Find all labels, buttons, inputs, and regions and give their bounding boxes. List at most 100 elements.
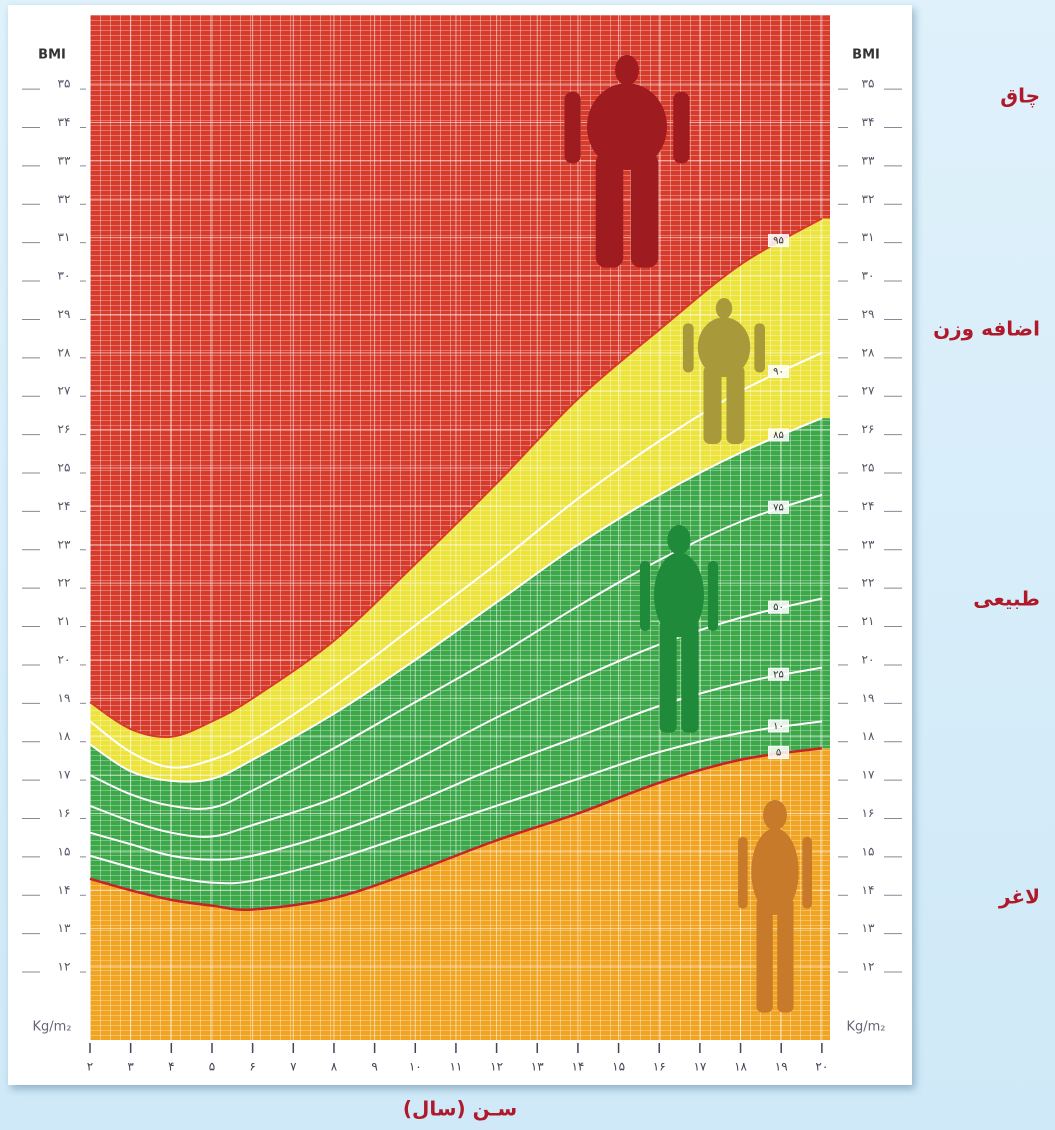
x-tick-label: ۷: [290, 1060, 297, 1074]
y-tick-label: ۳۵: [862, 77, 875, 91]
y-tick-label: ۳۲: [862, 192, 875, 206]
y-tick-label: ۳۰: [58, 269, 71, 283]
x-tick-label: ۹: [371, 1060, 377, 1074]
y-tick-label: ۱۶: [862, 806, 875, 820]
y-tick-label: ۱۹: [862, 691, 875, 705]
y-tick-label: ۲۹: [862, 307, 875, 321]
y-tick-label: ۱۴: [862, 883, 875, 897]
grid-texture: [90, 15, 830, 1040]
silhouette-leg: [596, 153, 624, 268]
unit-label: Kg/m₂: [32, 1020, 71, 1035]
silhouette-leg: [757, 898, 773, 1013]
percentile-label: ۱۰: [773, 721, 784, 732]
silhouette-head: [763, 800, 787, 830]
zone-label: لاغر: [998, 885, 1040, 909]
y-tick-label: ۱۳: [862, 921, 875, 935]
y-tick-label: ۲۷: [862, 384, 875, 398]
percentile-label: ۸۵: [773, 430, 784, 441]
y-tick-label: ۳۵: [58, 77, 71, 91]
x-tick-label: ۱۰: [409, 1060, 422, 1074]
silhouette-head: [667, 525, 690, 555]
y-tick-label: ۲۶: [862, 422, 875, 436]
x-tick-label: ۸: [331, 1060, 338, 1074]
x-tick-label: ۵: [209, 1060, 215, 1074]
silhouette-arm: [683, 323, 694, 372]
y-tick-label: ۱۴: [58, 883, 71, 897]
y-tick-label: ۲۶: [58, 422, 71, 436]
y-tick-label: ۱۷: [58, 768, 71, 782]
x-tick-label: ۱۸: [734, 1060, 747, 1074]
unit-label: Kg/m₂: [846, 1020, 885, 1035]
x-tick-label: ۱۱: [449, 1060, 462, 1074]
y-tick-label: ۱۸: [58, 729, 71, 743]
y-tick-label: ۲۲: [58, 576, 71, 590]
x-tick-label: ۱۶: [653, 1060, 666, 1074]
silhouette-leg: [777, 898, 793, 1013]
x-axis-title: سـن (سال): [403, 1097, 517, 1121]
silhouette-arm: [708, 561, 718, 631]
y-tick-label: ۱۳: [58, 921, 71, 935]
x-tick-label: ۲: [87, 1060, 93, 1074]
y-tick-label: ۳۰: [862, 269, 875, 283]
y-tick-label: ۱۷: [862, 768, 875, 782]
silhouette-leg: [660, 620, 677, 732]
silhouette-head: [716, 298, 732, 319]
x-tick-label: ۱۴: [571, 1060, 584, 1074]
x-tick-label: ۳: [127, 1060, 134, 1074]
silhouette-leg: [704, 365, 722, 444]
y-tick-label: ۱۹: [58, 691, 71, 705]
y-tick-label: ۱۵: [862, 844, 875, 858]
y-tick-label: ۲۴: [58, 499, 71, 513]
y-tick-label: ۳۳: [862, 153, 875, 167]
chart: ۲۳۴۵۶۷۸۹۱۰۱۱۱۲۱۳۱۴۱۵۱۶۱۷۱۸۱۹۲۰۱۲۱۲۱۳۱۳۱۴…: [0, 0, 1055, 1130]
y-tick-label: ۱۵: [58, 844, 71, 858]
silhouette-arm: [640, 561, 650, 631]
y-tick-label: ۲۲: [862, 576, 875, 590]
y-tick-label: ۱۲: [862, 960, 875, 974]
x-tick-label: ۲۰: [815, 1060, 828, 1074]
zone-label: چاق: [1000, 84, 1040, 109]
y-tick-label: ۱۲: [58, 960, 71, 974]
y-tick-label: ۲۰: [58, 652, 71, 666]
y-tick-label: ۲۱: [862, 614, 875, 628]
percentile-label: ۹۵: [773, 236, 784, 247]
y-tick-label: ۲۸: [58, 345, 71, 359]
y-axis-label: BMI: [852, 48, 880, 63]
x-tick-label: ۶: [249, 1060, 255, 1074]
y-tick-label: ۲۹: [58, 307, 71, 321]
percentile-label: ۷۵: [773, 502, 784, 513]
y-tick-label: ۲۱: [58, 614, 71, 628]
y-tick-label: ۱۶: [58, 806, 71, 820]
x-tick-label: ۱۲: [490, 1060, 503, 1074]
y-tick-label: ۲۵: [58, 460, 71, 474]
x-tick-label: ۴: [168, 1060, 174, 1074]
x-tick-label: ۱۹: [775, 1060, 788, 1074]
silhouette-head: [615, 55, 639, 85]
y-tick-label: ۲۳: [58, 537, 71, 551]
y-tick-label: ۳۴: [862, 115, 875, 129]
y-tick-label: ۲۷: [58, 384, 71, 398]
y-tick-label: ۲۸: [862, 345, 875, 359]
x-tick-label: ۱۳: [531, 1060, 544, 1074]
y-tick-label: ۳۱: [862, 230, 875, 244]
zone-label: اضافه وزن: [933, 317, 1040, 341]
page: {"chart_data": { "type": "percentile-zon…: [0, 0, 1055, 1130]
silhouette-leg: [631, 153, 659, 268]
x-tick-label: ۱۷: [693, 1060, 706, 1074]
zone-label: طبیعی: [973, 587, 1040, 611]
percentile-label: ۵: [776, 748, 781, 759]
y-axis-label: BMI: [38, 48, 66, 63]
silhouette-arm: [738, 837, 748, 909]
silhouette-leg: [681, 620, 698, 732]
x-tick-label: ۱۵: [612, 1060, 625, 1074]
y-tick-label: ۳۴: [58, 115, 71, 129]
y-tick-label: ۲۰: [862, 652, 875, 666]
y-tick-label: ۳۱: [58, 230, 71, 244]
silhouette-arm: [565, 92, 581, 164]
y-tick-label: ۳۳: [58, 153, 71, 167]
percentile-label: ۵۰: [773, 602, 784, 613]
y-tick-label: ۲۴: [862, 499, 875, 513]
y-tick-label: ۱۸: [862, 729, 875, 743]
percentile-label: ۲۵: [773, 669, 784, 680]
silhouette-arm: [673, 92, 689, 164]
